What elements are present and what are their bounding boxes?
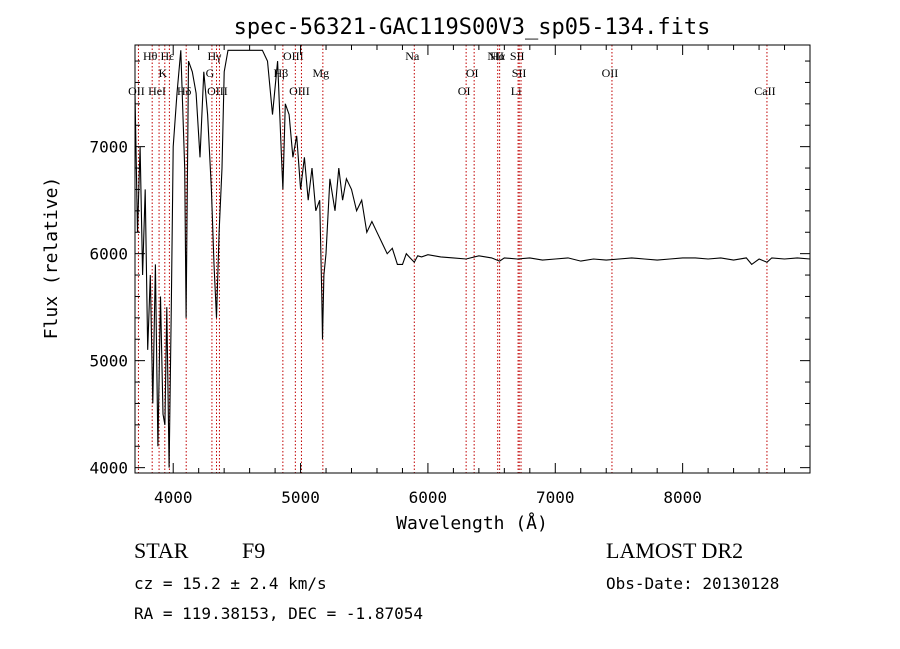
sky-coordinates: RA = 119.38153, DEC = -1.87054 xyxy=(134,604,423,623)
x-tick-label: 4000 xyxy=(154,488,193,507)
line-marker-label: Li xyxy=(511,84,522,98)
y-tick-label: 5000 xyxy=(89,352,128,371)
line-marker-label: OI xyxy=(458,84,471,98)
line-marker-label: Na xyxy=(405,49,420,63)
line-marker-label: OII xyxy=(602,66,619,80)
axis-ticks: 4000 5000 6000 7000 8000 4000 5000 6000 7000 xyxy=(89,45,810,507)
x-tick-label: 6000 xyxy=(409,488,448,507)
line-marker-label: OIII xyxy=(289,84,310,98)
y-axis-label: Flux (relative) xyxy=(41,177,62,340)
line-marker-label: G xyxy=(206,66,215,80)
line-marker-label: Hδ xyxy=(177,84,192,98)
object-class: STAR xyxy=(134,538,189,563)
line-marker-label: Hγ xyxy=(208,49,223,63)
line-markers: OIIHθHeIKHεHδGHγOIIIHβOIIIOIIIMgNaOIOINI… xyxy=(128,45,776,473)
line-marker-label: Hα xyxy=(490,49,506,63)
line-marker-label: SII xyxy=(512,66,527,80)
x-tick-label: 8000 xyxy=(663,488,702,507)
line-marker-label: OII xyxy=(128,84,145,98)
line-marker-label: SII xyxy=(510,49,525,63)
y-tick-label: 4000 xyxy=(89,459,128,478)
observation-date: Obs-Date: 20130128 xyxy=(606,574,780,593)
line-marker-label: Hθ xyxy=(143,49,158,63)
redshift-velocity: cz = 15.2 ± 2.4 km/s xyxy=(134,574,327,593)
chart-title: spec-56321-GAC119S00V3_sp05-134.fits xyxy=(234,15,711,40)
data-release: LAMOST DR2 xyxy=(606,538,744,563)
line-marker-label: K xyxy=(158,66,167,80)
line-marker-label: Mg xyxy=(313,66,330,80)
line-marker-label: OIII xyxy=(207,84,228,98)
spectrum-series-line xyxy=(134,49,811,468)
plot-frame xyxy=(134,44,811,474)
line-marker-label: HeI xyxy=(148,84,166,98)
line-marker-label: OI xyxy=(466,66,479,80)
x-tick-label: 7000 xyxy=(536,488,575,507)
y-tick-label: 6000 xyxy=(89,245,128,264)
x-tick-label: 5000 xyxy=(281,488,320,507)
y-tick-label: 7000 xyxy=(89,138,128,157)
object-subclass: F9 xyxy=(242,538,266,563)
x-axis-label: Wavelength (Å) xyxy=(396,512,548,534)
line-marker-label: CaII xyxy=(754,84,775,98)
line-marker-label: OIII xyxy=(283,49,304,63)
line-marker-label: Hε xyxy=(161,49,175,63)
